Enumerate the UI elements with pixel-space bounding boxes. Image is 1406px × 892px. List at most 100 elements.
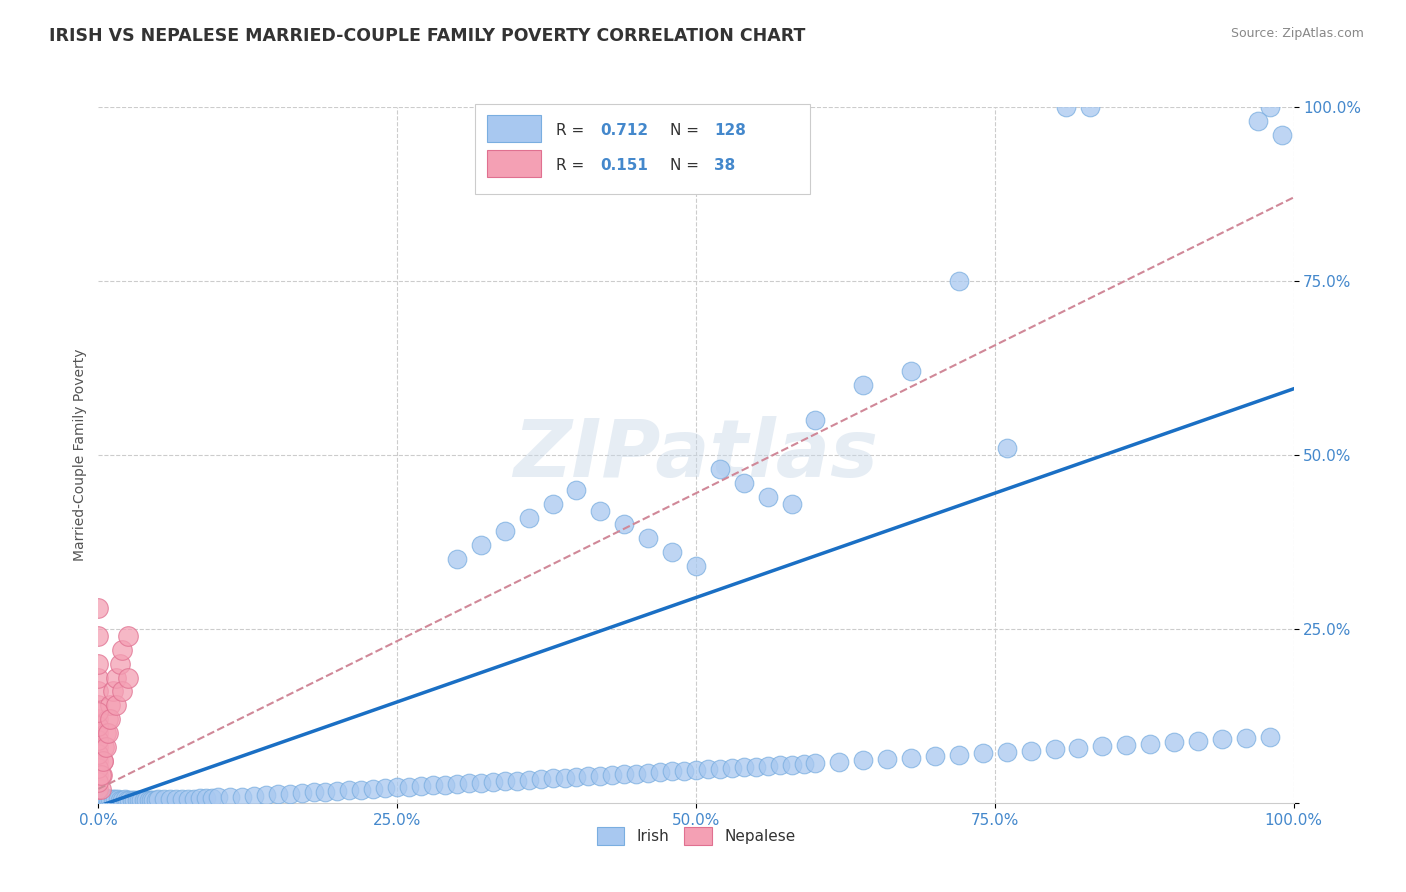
Point — [87, 601, 110, 615]
FancyBboxPatch shape — [475, 103, 810, 194]
Point — [1115, 738, 1137, 752]
Point — [350, 782, 373, 797]
Point — [1258, 100, 1281, 114]
Point — [90, 781, 112, 796]
Text: R =: R = — [557, 158, 589, 173]
Point — [470, 775, 492, 789]
Point — [756, 490, 779, 504]
Point — [107, 792, 129, 806]
Point — [94, 791, 117, 805]
Point — [637, 765, 659, 780]
Point — [709, 462, 731, 476]
Point — [995, 745, 1018, 759]
Point — [87, 719, 110, 733]
Point — [267, 788, 290, 802]
Point — [733, 475, 755, 490]
FancyBboxPatch shape — [486, 150, 541, 177]
Legend: Irish, Nepalese: Irish, Nepalese — [591, 821, 801, 851]
Point — [995, 441, 1018, 455]
Point — [541, 772, 564, 786]
Text: N =: N = — [669, 158, 703, 173]
Point — [661, 545, 683, 559]
Point — [589, 503, 612, 517]
Point — [1247, 114, 1270, 128]
Point — [93, 740, 115, 755]
Point — [565, 483, 588, 497]
Point — [91, 790, 114, 805]
Text: 128: 128 — [714, 123, 745, 138]
Point — [793, 756, 815, 771]
Point — [121, 793, 143, 807]
Point — [188, 791, 211, 805]
Point — [87, 754, 110, 768]
Text: 0.712: 0.712 — [600, 123, 648, 138]
Point — [780, 757, 803, 772]
Point — [780, 497, 803, 511]
Point — [768, 758, 790, 772]
Point — [804, 413, 827, 427]
Point — [91, 754, 114, 768]
Point — [434, 778, 457, 792]
Point — [1258, 730, 1281, 744]
Point — [91, 754, 114, 768]
Point — [90, 789, 112, 803]
Point — [1211, 732, 1233, 747]
Point — [142, 793, 165, 807]
Point — [105, 671, 128, 685]
Point — [148, 792, 170, 806]
Point — [1067, 740, 1090, 755]
Point — [517, 772, 540, 787]
Point — [177, 791, 200, 805]
Point — [153, 792, 176, 806]
Point — [138, 793, 160, 807]
Point — [385, 780, 409, 795]
Point — [111, 642, 134, 657]
Point — [135, 793, 157, 807]
Point — [159, 792, 181, 806]
Text: R =: R = — [557, 123, 589, 138]
Point — [87, 684, 110, 698]
Point — [506, 773, 529, 788]
Point — [661, 764, 683, 779]
Point — [948, 747, 970, 762]
Point — [339, 783, 361, 797]
Point — [924, 749, 946, 764]
Point — [1234, 731, 1257, 745]
Point — [172, 791, 194, 805]
Point — [124, 793, 146, 807]
Point — [685, 763, 707, 777]
Text: Source: ZipAtlas.com: Source: ZipAtlas.com — [1230, 27, 1364, 40]
Point — [111, 684, 134, 698]
Point — [613, 517, 636, 532]
Point — [554, 771, 576, 785]
Point — [97, 712, 120, 726]
Point — [1056, 100, 1078, 114]
Point — [108, 793, 131, 807]
Text: 0.151: 0.151 — [600, 158, 648, 173]
Point — [87, 698, 110, 713]
Point — [165, 791, 187, 805]
Point — [626, 766, 648, 780]
Point — [94, 740, 117, 755]
Point — [589, 769, 612, 783]
Point — [315, 785, 337, 799]
Point — [98, 712, 122, 726]
Point — [90, 768, 112, 782]
Point — [254, 788, 277, 802]
Point — [517, 510, 540, 524]
Point — [481, 775, 505, 789]
Text: ZIPatlas: ZIPatlas — [513, 416, 879, 494]
Point — [745, 759, 768, 773]
Point — [637, 532, 659, 546]
Point — [91, 768, 114, 782]
Point — [446, 552, 468, 566]
Point — [411, 779, 433, 793]
Point — [948, 274, 970, 288]
Point — [278, 787, 301, 801]
Point — [565, 770, 588, 784]
Point — [326, 784, 349, 798]
Point — [219, 790, 242, 805]
Point — [118, 793, 141, 807]
Point — [97, 726, 120, 740]
Point — [709, 762, 731, 776]
